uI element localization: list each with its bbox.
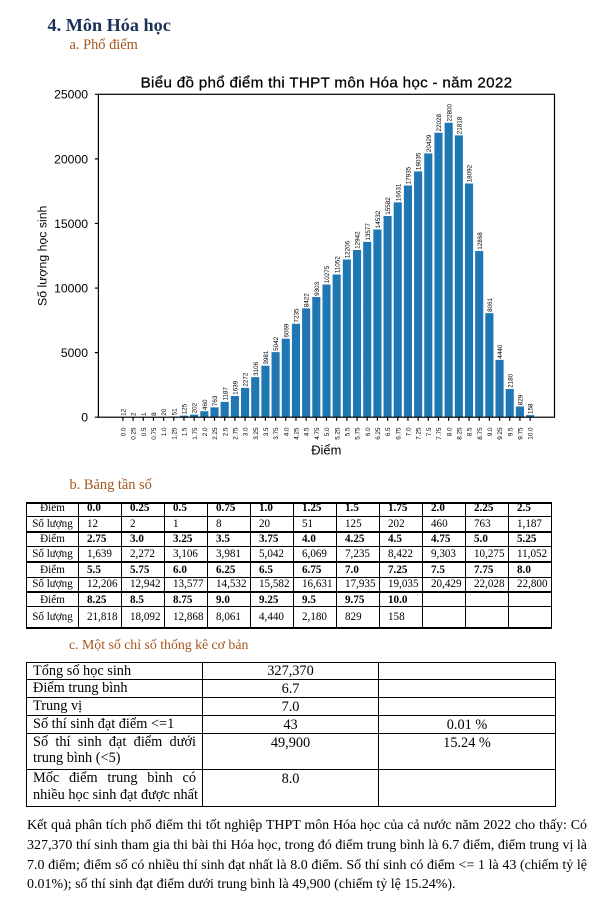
svg-text:2180: 2180 — [507, 373, 514, 388]
svg-text:18092: 18092 — [467, 164, 474, 182]
svg-text:6.75: 6.75 — [395, 427, 402, 440]
svg-text:8.0: 8.0 — [446, 427, 453, 436]
svg-text:12942: 12942 — [355, 231, 362, 249]
svg-text:0.75: 0.75 — [151, 427, 158, 440]
svg-text:9.75: 9.75 — [518, 427, 525, 440]
svg-text:10275: 10275 — [324, 265, 331, 283]
svg-text:2.25: 2.25 — [212, 427, 219, 440]
svg-text:2.0: 2.0 — [202, 427, 209, 436]
svg-text:202: 202 — [192, 402, 199, 413]
svg-text:5.0: 5.0 — [324, 427, 331, 436]
svg-text:5000: 5000 — [61, 346, 88, 360]
svg-text:15000: 15000 — [54, 217, 88, 231]
svg-text:12: 12 — [121, 408, 128, 416]
svg-text:19035: 19035 — [416, 152, 423, 170]
svg-text:14532: 14532 — [375, 210, 382, 228]
svg-text:0.25: 0.25 — [131, 427, 138, 440]
svg-text:1.25: 1.25 — [171, 427, 178, 440]
svg-text:7.25: 7.25 — [416, 427, 423, 440]
svg-text:2272: 2272 — [243, 372, 250, 387]
svg-text:1.0: 1.0 — [161, 427, 168, 436]
svg-text:9.25: 9.25 — [497, 427, 504, 440]
svg-text:0.0: 0.0 — [121, 427, 128, 436]
svg-text:5.25: 5.25 — [334, 427, 341, 440]
svg-text:125: 125 — [182, 403, 189, 414]
svg-text:51: 51 — [171, 408, 178, 416]
svg-text:1: 1 — [141, 412, 148, 416]
svg-text:Điểm: Điểm — [311, 443, 341, 458]
svg-text:8: 8 — [151, 412, 158, 416]
svg-text:8061: 8061 — [487, 297, 494, 312]
svg-text:0.5: 0.5 — [141, 427, 148, 436]
svg-text:22028: 22028 — [436, 113, 443, 131]
svg-text:8.75: 8.75 — [477, 427, 484, 440]
svg-text:1.75: 1.75 — [192, 427, 199, 440]
svg-text:3981: 3981 — [263, 350, 270, 365]
svg-text:9.5: 9.5 — [507, 427, 514, 436]
svg-text:22800: 22800 — [446, 104, 453, 122]
svg-text:3.5: 3.5 — [263, 427, 270, 436]
svg-text:15582: 15582 — [385, 197, 392, 215]
svg-text:7.75: 7.75 — [436, 427, 443, 440]
svg-text:4.75: 4.75 — [314, 427, 321, 440]
svg-text:Biểu đồ phổ điểm thi THPT môn: Biểu đồ phổ điểm thi THPT môn Hóa học - … — [141, 75, 513, 92]
svg-text:6069: 6069 — [283, 323, 290, 338]
svg-text:2.5: 2.5 — [222, 427, 229, 436]
svg-text:20: 20 — [161, 408, 168, 416]
svg-text:3.25: 3.25 — [253, 427, 260, 440]
svg-text:9.0: 9.0 — [487, 427, 494, 436]
svg-text:4.5: 4.5 — [304, 427, 311, 436]
svg-text:3.0: 3.0 — [243, 427, 250, 436]
svg-text:8422: 8422 — [304, 293, 311, 308]
svg-text:6.5: 6.5 — [385, 427, 392, 436]
svg-text:4.25: 4.25 — [294, 427, 301, 440]
svg-text:16631: 16631 — [395, 183, 402, 201]
svg-text:Số lượng học sinh: Số lượng học sinh — [36, 205, 50, 306]
svg-text:4440: 4440 — [497, 344, 504, 359]
svg-text:6.0: 6.0 — [365, 427, 372, 436]
svg-text:8.25: 8.25 — [456, 427, 463, 440]
svg-text:2.75: 2.75 — [232, 427, 239, 440]
svg-text:13577: 13577 — [365, 223, 372, 241]
svg-text:0: 0 — [81, 411, 88, 425]
svg-text:11052: 11052 — [334, 256, 341, 274]
svg-text:25000: 25000 — [54, 88, 88, 102]
svg-text:20000: 20000 — [54, 152, 88, 166]
svg-text:12868: 12868 — [477, 232, 484, 250]
svg-text:1187: 1187 — [222, 387, 229, 401]
svg-text:5.5: 5.5 — [344, 427, 351, 436]
svg-text:460: 460 — [202, 399, 209, 410]
svg-text:17935: 17935 — [406, 166, 413, 184]
svg-text:763: 763 — [212, 395, 219, 406]
svg-text:2: 2 — [131, 412, 138, 416]
svg-text:3.75: 3.75 — [273, 427, 280, 440]
svg-text:6.25: 6.25 — [375, 427, 382, 440]
svg-text:3106: 3106 — [253, 361, 260, 376]
svg-text:158: 158 — [528, 403, 535, 414]
svg-text:7235: 7235 — [294, 308, 301, 323]
svg-text:7.5: 7.5 — [426, 427, 433, 436]
svg-text:7.0: 7.0 — [406, 427, 413, 436]
svg-text:10000: 10000 — [54, 281, 88, 295]
svg-text:5042: 5042 — [273, 336, 280, 351]
svg-text:20429: 20429 — [426, 134, 433, 152]
svg-text:5.75: 5.75 — [355, 427, 362, 440]
svg-text:1639: 1639 — [232, 380, 239, 395]
svg-text:4.0: 4.0 — [283, 427, 290, 436]
svg-text:9303: 9303 — [314, 281, 321, 296]
svg-text:21818: 21818 — [456, 116, 463, 134]
svg-text:829: 829 — [518, 394, 525, 405]
svg-text:10.0: 10.0 — [528, 427, 535, 440]
svg-text:8.5: 8.5 — [467, 427, 474, 436]
svg-text:12206: 12206 — [344, 240, 351, 258]
svg-text:1.5: 1.5 — [182, 427, 189, 436]
